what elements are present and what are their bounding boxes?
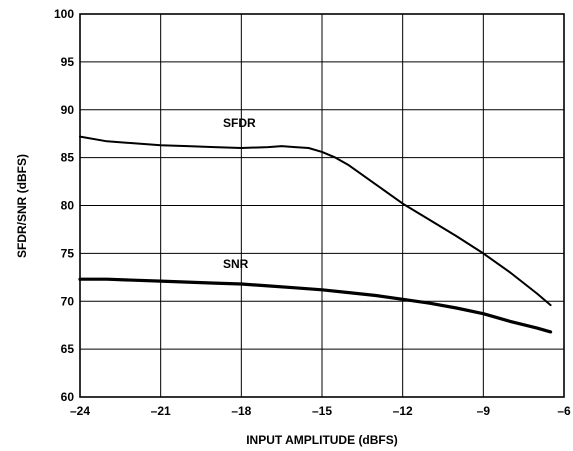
x-tick-label: –21 xyxy=(151,404,171,418)
y-tick-label: 100 xyxy=(54,7,74,21)
series-layer xyxy=(78,135,553,334)
x-tick-label: –9 xyxy=(477,404,491,418)
grid xyxy=(80,14,564,397)
x-axis-title: INPUT AMPLITUDE (dBFS) xyxy=(246,433,398,447)
series-label-sfdr: SFDR xyxy=(223,116,256,130)
y-axis-ticks: 60 65 70 75 80 85 90 95 100 xyxy=(54,7,74,404)
plot-frame xyxy=(79,13,565,398)
x-tick-label: –6 xyxy=(557,404,571,418)
x-tick-label: –12 xyxy=(393,404,413,418)
y-tick-label: 60 xyxy=(61,390,75,404)
y-tick-label: 65 xyxy=(61,342,75,356)
x-axis-ticks: –24 –21 –18 –15 –12 –9 –6 xyxy=(70,404,571,418)
x-tick-label: –18 xyxy=(231,404,251,418)
y-axis-title: SFDR/SNR (dBFS) xyxy=(15,154,29,258)
y-tick-label: 75 xyxy=(61,246,75,260)
y-tick-label: 85 xyxy=(61,151,75,165)
y-tick-label: 90 xyxy=(61,103,75,117)
series-line-sfdr xyxy=(79,135,552,307)
x-tick-label: –24 xyxy=(70,404,90,418)
y-tick-label: 80 xyxy=(61,199,75,213)
x-tick-label: –15 xyxy=(312,404,332,418)
series-line-snr xyxy=(78,277,553,334)
y-tick-label: 70 xyxy=(61,294,75,308)
y-tick-label: 95 xyxy=(61,55,75,69)
series-label-snr: SNR xyxy=(223,257,249,271)
